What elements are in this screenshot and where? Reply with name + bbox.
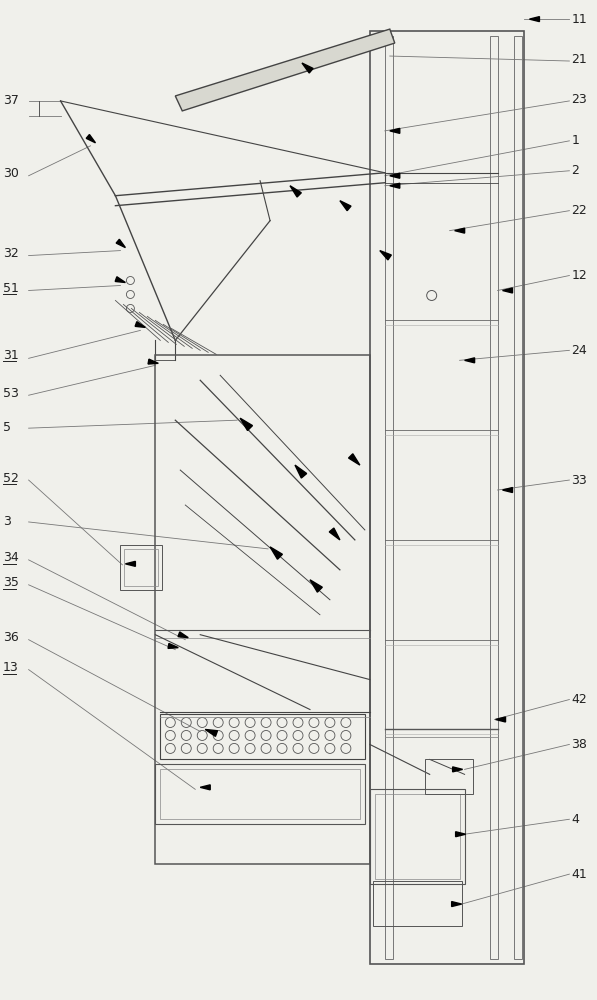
Polygon shape	[496, 717, 506, 722]
Text: 41: 41	[571, 868, 587, 881]
Text: 13: 13	[3, 661, 19, 674]
Text: 35: 35	[3, 576, 19, 589]
Text: 4: 4	[571, 813, 579, 826]
Text: 23: 23	[571, 93, 587, 106]
Polygon shape	[530, 17, 540, 22]
Polygon shape	[455, 228, 464, 233]
Bar	[124, 549, 158, 586]
Text: 53: 53	[3, 387, 19, 400]
Polygon shape	[330, 528, 340, 540]
Bar	[515, 36, 522, 959]
Polygon shape	[456, 832, 466, 837]
Text: 1: 1	[571, 134, 579, 147]
Bar	[155, 764, 365, 824]
Polygon shape	[290, 186, 301, 197]
Polygon shape	[390, 183, 400, 188]
Polygon shape	[453, 767, 463, 772]
Text: 31: 31	[3, 349, 19, 362]
Text: 33: 33	[571, 474, 587, 487]
Polygon shape	[503, 288, 512, 293]
Text: 34: 34	[3, 551, 19, 564]
Text: 12: 12	[571, 269, 587, 282]
Bar	[121, 545, 162, 590]
Polygon shape	[302, 63, 313, 73]
Polygon shape	[503, 488, 512, 493]
Bar	[161, 714, 365, 759]
Polygon shape	[380, 251, 392, 260]
Bar	[424, 759, 473, 794]
Polygon shape	[115, 277, 125, 283]
Text: 42: 42	[571, 693, 587, 706]
Text: 5: 5	[3, 421, 11, 434]
Text: 38: 38	[571, 738, 587, 751]
Polygon shape	[135, 322, 145, 327]
Polygon shape	[125, 561, 136, 566]
Polygon shape	[349, 454, 360, 465]
Polygon shape	[464, 358, 475, 363]
Bar	[155, 355, 370, 864]
Text: 37: 37	[3, 94, 19, 107]
Polygon shape	[86, 135, 96, 143]
Polygon shape	[200, 785, 210, 790]
Bar	[161, 769, 360, 819]
Polygon shape	[390, 128, 400, 133]
Polygon shape	[310, 580, 322, 592]
Text: 36: 36	[3, 631, 19, 644]
Text: 22: 22	[571, 204, 587, 217]
Polygon shape	[178, 632, 188, 638]
Text: 52: 52	[3, 472, 19, 485]
Bar	[370, 31, 525, 964]
Bar	[373, 881, 461, 926]
Polygon shape	[168, 643, 179, 648]
Text: 51: 51	[3, 282, 19, 295]
Polygon shape	[148, 359, 158, 364]
Text: 30: 30	[3, 167, 19, 180]
Text: 21: 21	[571, 53, 587, 66]
Bar	[490, 36, 497, 959]
Polygon shape	[116, 239, 125, 248]
Polygon shape	[340, 201, 351, 211]
Text: 11: 11	[571, 13, 587, 26]
Text: 32: 32	[3, 247, 19, 260]
Bar	[385, 36, 393, 959]
Polygon shape	[452, 902, 461, 907]
Polygon shape	[295, 465, 307, 478]
Polygon shape	[240, 418, 253, 431]
Polygon shape	[205, 729, 217, 736]
Polygon shape	[270, 547, 282, 559]
Bar	[370, 789, 464, 884]
Text: 2: 2	[571, 164, 579, 177]
Text: 3: 3	[3, 515, 11, 528]
Text: 24: 24	[571, 344, 587, 357]
Polygon shape	[390, 173, 400, 178]
Bar	[375, 794, 460, 879]
Polygon shape	[176, 29, 395, 111]
